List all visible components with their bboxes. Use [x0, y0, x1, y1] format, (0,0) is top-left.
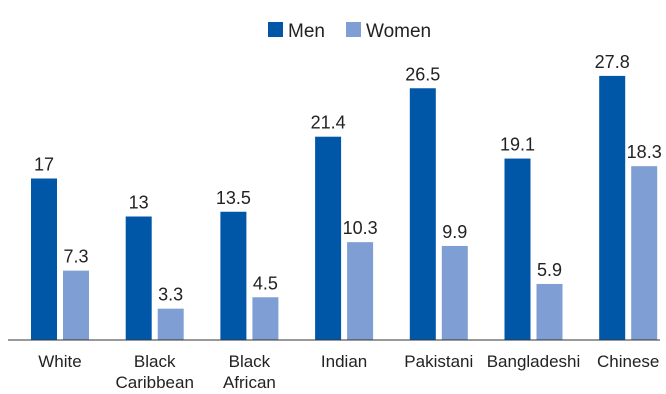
bar-women-1	[157, 308, 184, 340]
x-axis-tick-labels: White Black Caribbean Black African Indian Pak…	[38, 352, 659, 392]
bar-women-2	[252, 297, 279, 340]
bar-women-6	[631, 166, 658, 340]
value-label-men-3: 21.4	[311, 113, 346, 133]
bar-men-3	[315, 136, 342, 340]
value-label-women-2: 4.5	[253, 273, 278, 293]
x-tick-label-5: Bangladeshi	[487, 352, 581, 371]
value-label-men-5: 19.1	[500, 135, 535, 155]
value-label-men-0: 17	[34, 155, 54, 175]
legend-label-women: Women	[366, 21, 431, 42]
x-tick-label-4: Pakistani	[404, 352, 473, 371]
value-label-men-4: 26.5	[405, 64, 440, 84]
value-labels: 17 7.3 13 3.3 13.5 4.5 21.4 10.3 26.5 9.9 19.1 5.9 2…	[34, 52, 662, 305]
value-label-women-1: 3.3	[158, 285, 183, 305]
bar-women-3	[347, 242, 374, 340]
bar-men-1	[125, 216, 152, 340]
value-label-women-5: 5.9	[537, 260, 562, 280]
value-label-women-6: 18.3	[627, 142, 662, 162]
bar-men-0	[31, 178, 57, 340]
bar-women-4	[441, 245, 468, 340]
legend-label-men: Men	[288, 21, 325, 42]
x-tick-label-2: Black African	[223, 352, 276, 392]
value-label-women-4: 9.9	[442, 222, 467, 242]
bar-women-0	[63, 270, 89, 340]
legend-swatch-men	[268, 22, 283, 37]
bar-men-5	[504, 158, 531, 340]
bar-women-5	[536, 283, 563, 340]
x-tick-label-0: White	[38, 352, 81, 371]
bar-men-2	[220, 211, 247, 340]
value-label-women-0: 7.3	[63, 247, 88, 267]
x-tick-label-3: Indian	[321, 352, 367, 371]
legend-swatch-women	[346, 22, 361, 37]
value-label-men-6: 27.8	[595, 52, 630, 72]
value-label-men-2: 13.5	[216, 188, 251, 208]
chart-legend: Men Women	[268, 21, 431, 42]
x-tick-label-6: Chinese	[597, 352, 659, 371]
bar-men-4	[409, 88, 436, 340]
value-label-women-3: 10.3	[343, 218, 378, 238]
value-label-men-1: 13	[129, 193, 149, 213]
x-tick-label-1: Black Caribbean	[115, 352, 193, 392]
bar-group	[31, 75, 658, 341]
bar-men-6	[599, 75, 626, 341]
